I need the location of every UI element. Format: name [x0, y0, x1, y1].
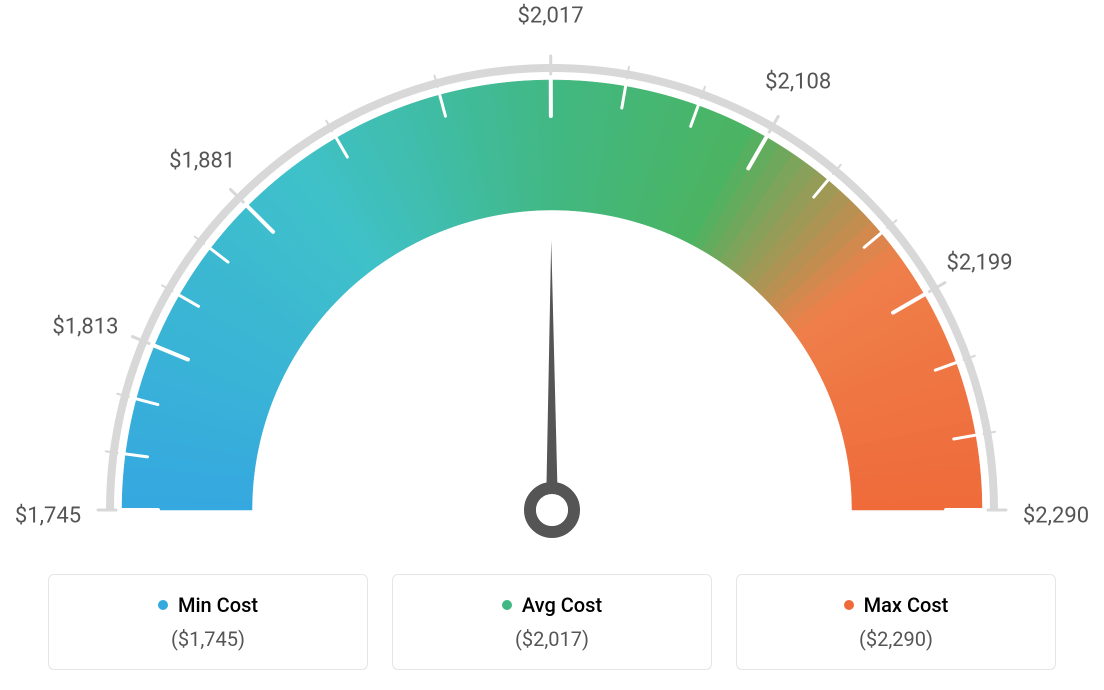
- legend-title-max: Max Cost: [844, 593, 949, 617]
- legend-row: Min Cost ($1,745) Avg Cost ($2,017) Max …: [0, 574, 1104, 670]
- legend-card-avg: Avg Cost ($2,017): [392, 574, 712, 670]
- gauge-tick-label: $2,290: [1023, 504, 1089, 529]
- dot-icon: [844, 600, 854, 610]
- legend-title-avg: Avg Cost: [502, 593, 602, 617]
- dot-icon: [502, 600, 512, 610]
- dot-icon: [158, 600, 168, 610]
- legend-label-avg: Avg Cost: [522, 593, 602, 617]
- gauge-tick-label: $2,108: [765, 69, 831, 94]
- legend-card-max: Max Cost ($2,290): [736, 574, 1056, 670]
- gauge-tick-label: $1,813: [52, 315, 118, 340]
- legend-value-min: ($1,745): [49, 627, 367, 651]
- gauge-tick-label: $1,881: [169, 149, 235, 174]
- legend-value-avg: ($2,017): [393, 627, 711, 651]
- legend-value-max: ($2,290): [737, 627, 1055, 651]
- gauge-tick-label: $2,199: [947, 250, 1013, 275]
- legend-label-max: Max Cost: [864, 593, 949, 617]
- gauge-tick-label: $1,745: [15, 504, 81, 529]
- gauge-tick-label: $2,017: [517, 4, 583, 29]
- gauge-svg: [0, 0, 1104, 560]
- legend-label-min: Min Cost: [178, 593, 258, 617]
- legend-card-min: Min Cost ($1,745): [48, 574, 368, 670]
- legend-title-min: Min Cost: [158, 593, 258, 617]
- gauge-chart: $1,745 $1,813 $1,881 $2,017 $2,108 $2,199 $2,2…: [0, 0, 1104, 560]
